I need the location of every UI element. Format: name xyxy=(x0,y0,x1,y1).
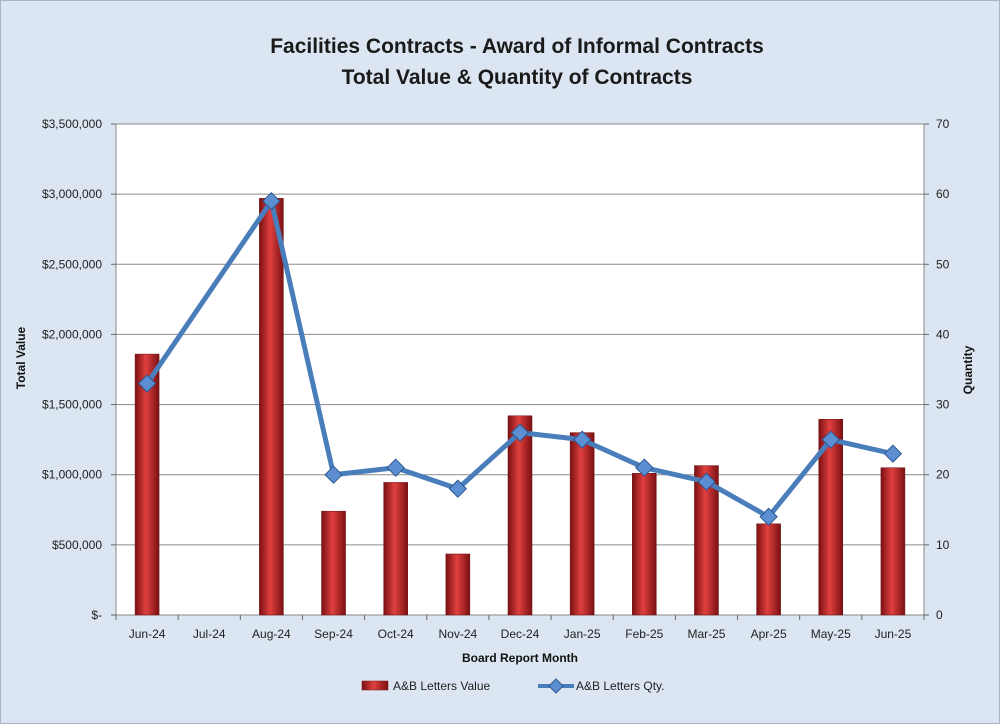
y2-tick-label: 20 xyxy=(936,468,950,482)
y-tick-label: $1,000,000 xyxy=(42,468,102,482)
x-tick-label: Jun-24 xyxy=(129,627,166,641)
y-tick-label: $3,000,000 xyxy=(42,187,102,201)
qty-point-Nov-24 xyxy=(448,479,468,498)
bar-Jan-25 xyxy=(569,432,595,616)
qty-point-Feb-25 xyxy=(635,458,654,477)
bar-Nov-24 xyxy=(445,553,471,616)
legend: A&B Letters Value A&B Letters Qty. xyxy=(361,678,664,694)
legend-marker-qty xyxy=(548,678,564,694)
qty-line xyxy=(145,198,894,520)
y-axis-left-title: Total Value xyxy=(14,326,28,389)
x-tick-label: Mar-25 xyxy=(687,627,725,641)
bar-Sep-24 xyxy=(321,510,346,616)
y2-tick-label: 0 xyxy=(936,608,943,622)
y-axis-right-title: Quantity xyxy=(961,345,975,394)
qty-point-Aug-24 xyxy=(262,191,281,211)
x-tick-label: Nov-24 xyxy=(439,627,478,641)
qty-point-Mar-25 xyxy=(697,472,716,491)
bar-Jun-24 xyxy=(134,353,160,616)
x-tick-label: Jan-25 xyxy=(564,627,601,641)
y2-tick-label: 30 xyxy=(936,398,950,412)
bar-Apr-25 xyxy=(756,523,781,616)
bar-Dec-24 xyxy=(507,415,533,616)
x-tick-label: Aug-24 xyxy=(252,627,291,641)
x-tick-label: Apr-25 xyxy=(751,627,787,641)
qty-point-May-25 xyxy=(821,430,840,449)
legend-label-qty: A&B Letters Qty. xyxy=(576,679,664,693)
y-tick-label: $2,500,000 xyxy=(42,257,102,271)
bar-series-value xyxy=(134,198,906,616)
x-axis-title: Board Report Month xyxy=(462,651,578,665)
y-tick-label: $3,500,000 xyxy=(42,117,102,131)
qty-point-Jun-24 xyxy=(137,374,157,393)
x-tick-label: May-25 xyxy=(811,627,851,641)
y-tick-label: $1,500,000 xyxy=(42,398,102,412)
qty-point-Jan-25 xyxy=(572,430,592,449)
x-tick-label: Jul-24 xyxy=(193,627,226,641)
x-tick-label: Jun-25 xyxy=(875,627,912,641)
qty-point-Oct-24 xyxy=(386,458,405,477)
y2-tick-label: 50 xyxy=(936,257,950,271)
y2-tick-label: 60 xyxy=(936,187,950,201)
x-tick-label: Sep-24 xyxy=(314,627,353,641)
bar-Jun-25 xyxy=(880,467,906,616)
y-tick-label: $500,000 xyxy=(52,538,102,552)
x-tick-label: Oct-24 xyxy=(378,627,414,641)
legend-label-value: A&B Letters Value xyxy=(393,679,490,693)
bar-Oct-24 xyxy=(383,482,408,616)
y-tick-label: $- xyxy=(91,608,102,622)
x-axis-ticks: Jun-24 Jul-24 Aug-24 Sep-24 Oct-24 Nov-24 Dec-… xyxy=(115,615,925,641)
y2-tick-label: 70 xyxy=(936,117,950,131)
y-axis-right-ticks: 0 10 20 30 40 50 60 70 xyxy=(924,117,950,622)
qty-point-Jun-25 xyxy=(883,444,903,463)
y2-tick-label: 10 xyxy=(936,538,950,552)
chart-title-line-2: Total Value & Quantity of Contracts xyxy=(342,66,693,89)
chart-title-line-1: Facilities Contracts - Award of Informal… xyxy=(270,35,764,58)
legend-swatch-value xyxy=(361,680,389,691)
bar-Aug-24 xyxy=(259,198,284,616)
bar-Feb-25 xyxy=(632,473,657,616)
qty-point-Apr-25 xyxy=(759,507,778,526)
x-tick-label: Dec-24 xyxy=(501,627,540,641)
qty-point-Sep-24 xyxy=(324,465,343,484)
y2-tick-label: 40 xyxy=(936,327,950,341)
qty-point-Dec-24 xyxy=(510,423,530,442)
y-axis-left-ticks: $- $500,000 $1,000,000 $1,500,000 $2,000,000… xyxy=(42,117,116,622)
y-tick-label: $2,000,000 xyxy=(42,327,102,341)
x-tick-label: Feb-25 xyxy=(625,627,663,641)
line-series-qty xyxy=(137,191,903,526)
